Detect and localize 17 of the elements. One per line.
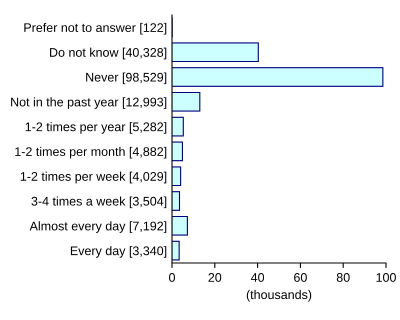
y-tick-label: Do not know [40,328] — [50, 48, 166, 60]
x-axis-title: (thousands) — [246, 290, 312, 302]
y-tick-label: 1-2 times per year [5,282] — [26, 122, 166, 134]
x-tick-label: 80 — [336, 273, 350, 282]
y-tick-label: 1-2 times per month [4,882] — [15, 146, 166, 159]
y-tick-label: 1-2 times per week [4,029] — [20, 172, 166, 184]
x-tick-label: 60 — [294, 273, 307, 282]
y-tick-label: Never [98,529] — [86, 72, 166, 84]
y-tick-label: 3-4 times a week [3,504] — [31, 196, 166, 208]
y-tick-label: Every day [3,340] — [70, 246, 166, 258]
x-tick-label: 100 — [376, 273, 396, 282]
y-tick-label: Almost every day [7,192] — [30, 221, 166, 233]
x-tick-label: 0 — [169, 273, 175, 282]
x-tick-label: 40 — [250, 273, 264, 282]
y-tick-label: Prefer not to answer [122] — [24, 22, 166, 35]
y-tick-label: Not in the past year [12,993] — [11, 97, 166, 109]
x-tick-label: 20 — [208, 273, 222, 282]
